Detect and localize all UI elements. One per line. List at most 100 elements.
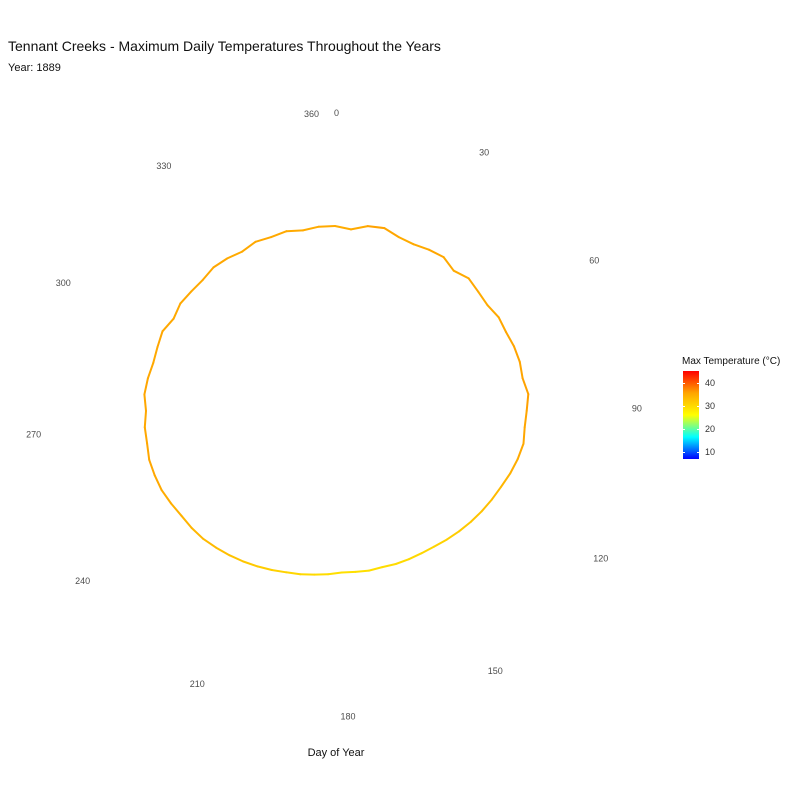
series-0-segment-57 [146, 361, 155, 380]
series-0-segment-40 [270, 569, 288, 574]
series-0-segment-53 [143, 426, 149, 445]
series-0-segment-19 [522, 426, 526, 445]
series-0-segment-45 [202, 537, 217, 549]
angle-tick-30: 30 [479, 147, 489, 157]
angle-tick-210: 210 [190, 679, 205, 689]
series-0-segment-63 [190, 278, 204, 293]
chart-title: Tennant Creeks - Maximum Daily Temperatu… [8, 38, 441, 54]
series-0-segment-39 [285, 571, 302, 576]
series-0-segment-33 [368, 566, 384, 572]
series-0-segment-36 [327, 571, 343, 576]
series-0-segment-55 [143, 393, 147, 412]
series-0-segment-71 [301, 225, 320, 232]
series-0-segment-50 [153, 474, 163, 492]
series-0-segment-4 [397, 236, 415, 246]
series-0-segment-51 [148, 458, 156, 477]
series-0-segment-56 [143, 377, 149, 396]
series-0-segment-6 [427, 248, 445, 259]
legend-tick-label-20: 20 [705, 423, 716, 434]
series-0-segment-13 [505, 331, 515, 348]
series-0-segment-29 [420, 545, 436, 555]
angle-tick-labels: 0 30 60 90 120 150 180 210 240 270 300 330 360 [26, 108, 642, 722]
series-0-segment-59 [156, 330, 164, 348]
angle-tick-150: 150 [488, 666, 503, 676]
series-0-segment-46 [190, 526, 204, 540]
series-0-segment-34 [354, 569, 370, 573]
series-0-segment-52 [146, 442, 151, 461]
series-0-segment-24 [480, 498, 493, 513]
series-0-segment-61 [172, 302, 182, 320]
series-0-segment-58 [152, 346, 159, 364]
chart-subtitle: Year: 1889 [8, 62, 61, 74]
series-0-segment-42 [242, 560, 259, 568]
series-0-segment-62 [179, 290, 193, 305]
series-0-segment-60 [161, 317, 175, 333]
series-0-segment-43 [228, 554, 245, 563]
series-0-segment-26 [458, 520, 472, 533]
legend-tick-mark-30 [682, 405, 700, 407]
angle-tick-270: 270 [26, 430, 41, 440]
series-0-segment-2 [366, 225, 386, 230]
series-0-segment-31 [394, 558, 410, 565]
angle-tick-60: 60 [589, 255, 599, 265]
series-0-segment-66 [226, 250, 244, 260]
series-0-segment-47 [180, 514, 193, 529]
polar-plot: 0 30 60 90 120 150 180 210 240 270 300 330 360 [26, 108, 642, 722]
angle-tick-180: 180 [340, 712, 355, 722]
legend-body: 10 20 30 40 [682, 371, 780, 459]
series-0-segment-5 [412, 243, 430, 251]
series-0-segment-54 [143, 409, 147, 429]
series-0-segment-48 [170, 502, 183, 517]
series-0-segment-14 [513, 345, 521, 363]
series-0-segment-30 [407, 552, 423, 561]
series-0-segment-0 [334, 225, 352, 231]
series-0-segment-10 [477, 290, 489, 307]
legend-tick-label-30: 30 [705, 400, 716, 411]
series-0-segment-72 [317, 225, 336, 228]
legend-title: Max Temperature (°C) [682, 356, 781, 367]
series-0-segment-28 [433, 538, 448, 548]
series-0-segment-18 [523, 409, 528, 429]
temperature-series [143, 225, 530, 576]
angle-tick-120: 120 [593, 553, 608, 563]
series-0-segment-70 [285, 229, 304, 233]
legend-colorbar [683, 371, 699, 459]
series-0-segment-12 [497, 316, 507, 333]
series-0-segment-64 [201, 266, 215, 281]
series-0-segment-3 [383, 227, 400, 239]
legend-tick-mark-10 [682, 452, 700, 454]
series-0-segment-16 [521, 377, 530, 396]
series-0-segment-22 [500, 472, 512, 488]
angle-tick-90: 90 [632, 404, 642, 414]
series-0-segment-1 [350, 225, 369, 231]
series-0-segment-25 [469, 510, 483, 523]
angle-tick-360: 360 [304, 109, 319, 119]
series-0-segment-65 [212, 257, 229, 269]
series-0-segment-23 [490, 485, 502, 501]
series-0-segment-7 [442, 256, 455, 272]
legend-tick-mark-20 [682, 428, 700, 430]
series-0-segment-35 [340, 570, 357, 574]
series-0-segment-20 [516, 442, 525, 461]
series-0-segment-27 [445, 530, 461, 541]
series-0-segment-69 [270, 230, 288, 239]
series-0-segment-68 [254, 236, 273, 243]
angle-tick-330: 330 [156, 161, 171, 171]
color-legend: Max Temperature (°C) 10 20 30 40 [682, 356, 780, 459]
angle-tick-240: 240 [75, 576, 90, 586]
legend-tick-label-40: 40 [705, 377, 716, 388]
series-0-segment-67 [241, 240, 257, 253]
series-0-segment-44 [215, 546, 231, 557]
series-0-segment-8 [452, 269, 470, 280]
series-0-segment-41 [256, 565, 273, 571]
series-0-segment-15 [518, 360, 524, 380]
angle-tick-300: 300 [56, 278, 71, 288]
series-0-segment-32 [381, 563, 397, 569]
series-0-segment-17 [525, 393, 530, 412]
series-0-segment-49 [160, 489, 173, 505]
x-axis-label: Day of Year [307, 747, 365, 759]
legend-tick-label-10: 10 [705, 447, 716, 458]
angle-tick-0: 0 [334, 108, 339, 118]
series-0-segment-21 [509, 458, 519, 475]
legend-tick-mark-40 [682, 382, 700, 384]
